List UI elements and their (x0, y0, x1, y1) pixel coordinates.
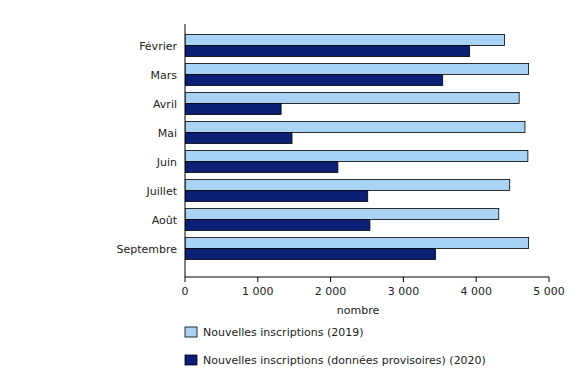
bar (185, 104, 281, 115)
tick-label: 1 000 (242, 285, 274, 298)
tick-mark (476, 277, 477, 282)
legend-label: Nouvelles inscriptions (données provisoi… (203, 354, 486, 367)
x-axis-line (185, 277, 549, 278)
bar (185, 220, 370, 231)
tick-mark (185, 277, 186, 282)
tick-mark (549, 277, 550, 282)
bar (185, 64, 529, 75)
bar (185, 122, 525, 133)
legend-label: Nouvelles inscriptions (2019) (203, 326, 364, 339)
bars (185, 35, 529, 260)
category-label: Juillet (146, 185, 178, 198)
bar (185, 209, 499, 220)
tick-mark (330, 277, 331, 282)
bar (185, 238, 529, 249)
category-label: Août (152, 214, 178, 227)
tick-label: 4 000 (460, 285, 492, 298)
tick-label: 3 000 (388, 285, 420, 298)
category-label: Juin (156, 156, 177, 169)
bar (185, 93, 519, 104)
category-label: Mars (151, 69, 178, 82)
category-label: Mai (158, 127, 177, 140)
category-label: Avril (153, 98, 177, 111)
chart: Février Mars Avril Mai Juin Juillet Août Septem… (0, 0, 580, 370)
axis-label: nombre (337, 304, 380, 317)
bar (185, 191, 368, 202)
bar (185, 180, 510, 191)
tick-mark (403, 277, 404, 282)
legend-swatch (185, 355, 197, 365)
tick-mark (257, 277, 258, 282)
legend-swatch (185, 327, 197, 337)
tick-label: 5 000 (533, 285, 565, 298)
y-axis-line (185, 24, 186, 277)
bar (185, 151, 528, 162)
tick-label: 0 (182, 285, 189, 298)
tick-label: 2 000 (315, 285, 347, 298)
bar (185, 133, 292, 144)
category-label: Septembre (116, 243, 177, 256)
bar (185, 162, 338, 173)
category-label: Février (139, 40, 177, 53)
bar (185, 249, 435, 260)
bar (185, 46, 470, 57)
bar (185, 35, 505, 46)
bar (185, 75, 443, 86)
